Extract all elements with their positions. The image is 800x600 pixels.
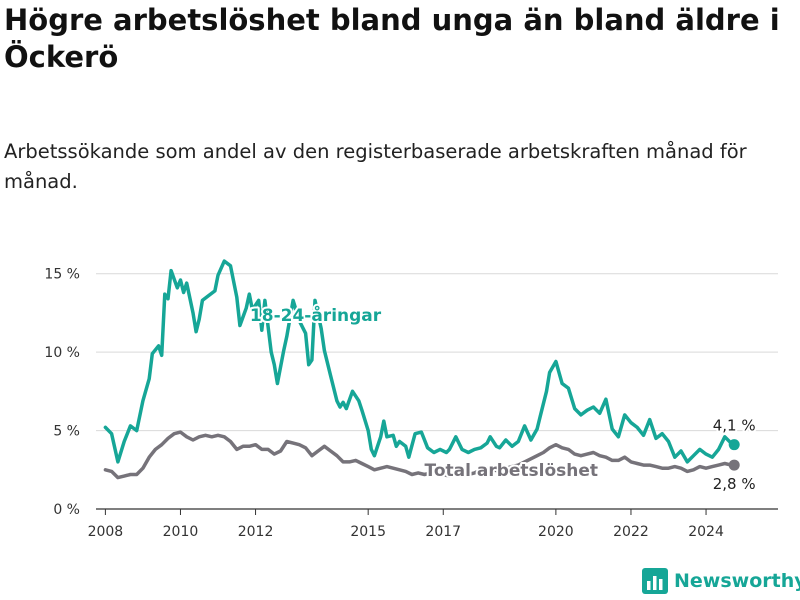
x-tick-label: 2024 [688,524,724,540]
end-label-18-24: 4,1 % [713,417,756,435]
x-tick-label: 2015 [350,524,386,540]
brand-logo: Newsworthy [642,568,800,594]
x-tick-label: 2020 [538,524,574,540]
series-line-total [103,430,736,480]
y-tick-label: 10 % [44,345,80,361]
y-tick-label: 5 % [53,424,80,440]
x-tick-label: 2008 [88,524,124,540]
x-tick-label: 2012 [238,524,274,540]
series-label-total: Total arbetslöshet [424,461,598,481]
end-point-18-24 [728,439,740,451]
x-tick-label: 2022 [613,524,649,540]
x-tick-label: 2017 [425,524,461,540]
series-line-18-24 [103,259,736,464]
series-label-18-24: 18-24-åringar [250,304,382,326]
newsworthy-bar-chart-icon [642,568,668,594]
x-tick-label: 2010 [163,524,199,540]
y-tick-label: 0 % [53,502,80,518]
end-label-total: 2,8 % [713,475,756,493]
brand-name: Newsworthy [674,570,800,592]
chart-title: Högre arbetslöshet bland unga än bland ä… [4,3,780,74]
y-tick-label: 15 % [44,267,80,283]
chart-subtitle: Arbetssökande som andel av den registerb… [4,140,747,193]
end-point-total [728,459,740,471]
